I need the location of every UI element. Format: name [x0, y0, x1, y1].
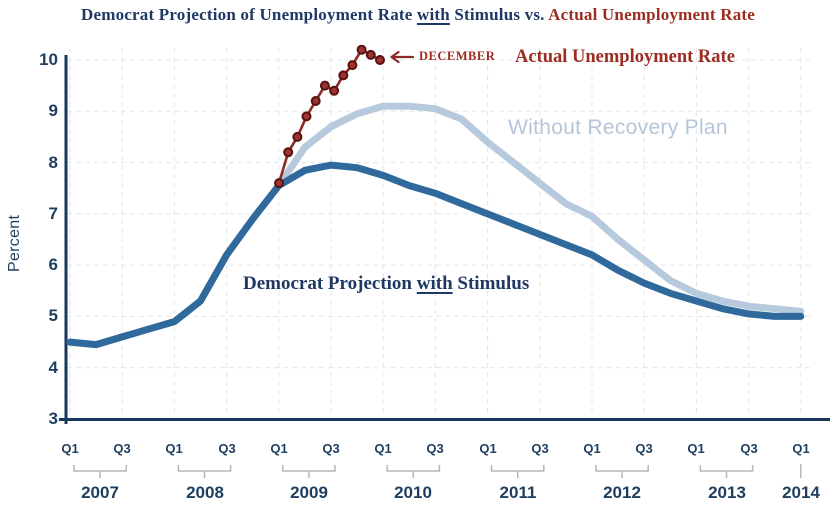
year-label: 2008 [186, 483, 224, 502]
title-underlined-with: with [416, 5, 450, 24]
chart-title: Democrat Projection of Unemployment Rate… [0, 5, 836, 25]
year-label: 2011 [499, 483, 537, 502]
year-label: 2014 [782, 483, 820, 502]
x-tick-label: Q1 [165, 441, 183, 456]
december-annotation-label: DECEMBER [419, 49, 496, 63]
x-tick-label: Q3 [740, 441, 758, 456]
x-tick-label: Q3 [322, 441, 340, 456]
x-tick-label: Q1 [479, 441, 497, 456]
title-navy-part: Democrat Projection of Unemployment Rate [80, 5, 417, 24]
y-tick-label: 3 [48, 409, 58, 428]
stimulus-label-underlined-with: with [416, 273, 453, 294]
y-tick-label: 7 [48, 204, 58, 223]
without-series-label: Without Recovery Plan [508, 116, 728, 139]
y-tick-label: 8 [48, 153, 58, 172]
year-label: 2009 [290, 483, 328, 502]
december-annotation: DECEMBER [386, 49, 495, 64]
x-tick-label: Q1 [792, 441, 810, 456]
x-tick-label: Q3 [426, 441, 444, 456]
x-tick-label: Q1 [583, 441, 601, 456]
year-label: 2012 [603, 483, 641, 502]
gridlines [67, 48, 812, 419]
title-red-part: Actual Unemployment Rate [548, 5, 756, 24]
x-tick-label: Q3 [531, 441, 549, 456]
year-label: 2013 [708, 483, 746, 502]
year-label: 2007 [81, 483, 119, 502]
y-tick-label: 10 [39, 50, 58, 69]
stimulus-label-suffix: Stimulus [452, 273, 530, 294]
actual-series-label: Actual Unemployment Rate [515, 47, 735, 67]
year-label: 2010 [394, 483, 432, 502]
stimulus-series-label: Democrat Projection with Stimulus [243, 273, 529, 295]
x-tick-label: Q1 [270, 441, 288, 456]
title-navy-part-2: Stimulus vs. [449, 5, 549, 24]
axes [59, 55, 830, 424]
x-tick-label: Q1 [687, 441, 705, 456]
y-tick-label: 4 [48, 358, 58, 377]
y-tick-label: 9 [48, 101, 58, 120]
x-tick-label: Q3 [113, 441, 131, 456]
year-brackets [73, 464, 802, 478]
stimulus-label-prefix: Democrat Projection [243, 273, 417, 294]
left-arrow-icon [390, 50, 414, 63]
x-tick-label: Q1 [374, 441, 392, 456]
series-lines [66, 44, 805, 349]
y-tick-label: 6 [48, 255, 58, 274]
x-tick-label: Q3 [218, 441, 236, 456]
x-tick-label: Q3 [635, 441, 653, 456]
y-tick-label: 5 [48, 306, 58, 325]
x-tick-label: Q1 [61, 441, 79, 456]
